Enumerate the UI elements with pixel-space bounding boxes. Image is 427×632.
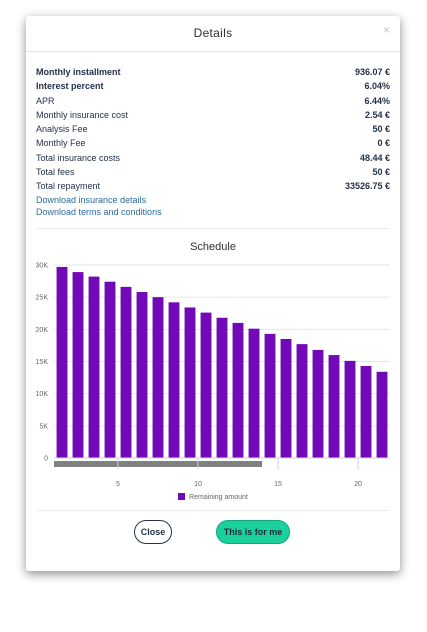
bar[interactable] bbox=[104, 281, 116, 458]
bar[interactable] bbox=[376, 371, 388, 458]
y-tick-label: 30K bbox=[36, 263, 49, 270]
detail-value: 0 € bbox=[377, 138, 390, 149]
bar[interactable] bbox=[88, 276, 100, 458]
legend-label: Remaining amount bbox=[189, 494, 248, 501]
detail-value: 6.44% bbox=[364, 95, 390, 106]
detail-value: 6.04% bbox=[364, 81, 390, 92]
detail-row: Interest percent 6.04% bbox=[36, 79, 390, 93]
accept-button[interactable]: This is for me bbox=[216, 520, 290, 544]
detail-value: 50 € bbox=[372, 124, 390, 135]
bar[interactable] bbox=[120, 286, 132, 458]
detail-row: Total fees 50 € bbox=[36, 165, 390, 179]
download-terms-link[interactable]: Download terms and conditions bbox=[36, 206, 162, 217]
divider bbox=[36, 510, 390, 511]
detail-label: Analysis Fee bbox=[36, 124, 88, 135]
y-tick-label: 5K bbox=[39, 423, 48, 430]
bar[interactable] bbox=[280, 338, 292, 458]
legend-swatch bbox=[178, 493, 186, 500]
x-tick-label: 10 bbox=[194, 481, 202, 488]
bar[interactable] bbox=[216, 317, 228, 458]
detail-value: 2.54 € bbox=[364, 109, 390, 120]
detail-row: Analysis Fee 50 € bbox=[36, 122, 390, 136]
bar[interactable] bbox=[296, 344, 308, 458]
bar[interactable] bbox=[136, 292, 148, 458]
detail-label: Interest percent bbox=[36, 81, 104, 92]
dialog-title: Details bbox=[193, 26, 233, 40]
loan-details: Monthly installment 936.07 € Interest perc… bbox=[36, 65, 390, 218]
y-tick-label: 10K bbox=[36, 391, 49, 398]
close-icon[interactable]: × bbox=[382, 23, 390, 37]
detail-value: 50 € bbox=[372, 167, 390, 178]
dialog-header: Details × bbox=[26, 16, 400, 52]
detail-row: Total insurance costs 48.44 € bbox=[36, 151, 390, 165]
bar[interactable] bbox=[328, 355, 340, 458]
bar[interactable] bbox=[360, 366, 372, 458]
bar[interactable] bbox=[152, 297, 164, 458]
bar[interactable] bbox=[248, 328, 260, 458]
detail-label: Total insurance costs bbox=[36, 152, 121, 163]
y-tick-label: 20K bbox=[36, 327, 49, 334]
x-tick-label: 5 bbox=[116, 481, 120, 488]
bar[interactable] bbox=[184, 307, 196, 458]
bar[interactable] bbox=[232, 322, 244, 458]
divider bbox=[36, 228, 390, 229]
schedule-title: Schedule bbox=[190, 241, 236, 253]
bar[interactable] bbox=[56, 266, 68, 458]
detail-label: Monthly insurance cost bbox=[36, 109, 129, 120]
x-tick-label: 20 bbox=[354, 481, 362, 488]
y-tick-label: 15K bbox=[36, 359, 49, 366]
bar[interactable] bbox=[200, 312, 212, 458]
detail-value: 48.44 € bbox=[359, 152, 390, 163]
bar[interactable] bbox=[168, 302, 180, 458]
bar[interactable] bbox=[72, 272, 84, 458]
detail-value: 936.07 € bbox=[354, 67, 390, 77]
detail-label: Monthly installment bbox=[36, 67, 121, 77]
detail-label: Total fees bbox=[36, 167, 75, 178]
detail-list: Monthly installment 936.07 € Interest perc… bbox=[36, 65, 390, 194]
x-tick-label: 15 bbox=[274, 481, 282, 488]
chart-scrollbar[interactable] bbox=[54, 461, 262, 467]
detail-label: APR bbox=[36, 95, 55, 106]
download-insurance-link[interactable]: Download insurance details bbox=[36, 194, 147, 205]
detail-value: 33526.75 € bbox=[344, 181, 390, 192]
detail-row: APR 6.44% bbox=[36, 94, 390, 108]
bar[interactable] bbox=[312, 349, 324, 458]
chart-legend[interactable]: Remaining amount bbox=[26, 493, 400, 501]
detail-row: Total repayment 33526.75 € bbox=[36, 179, 390, 193]
y-tick-label: 0 bbox=[44, 456, 48, 463]
y-tick-label: 25K bbox=[36, 295, 49, 302]
details-dialog: Details × Monthly installment 936.07 € Int… bbox=[26, 16, 400, 571]
bar[interactable] bbox=[344, 360, 356, 458]
detail-row: Monthly Fee 0 € bbox=[36, 136, 390, 150]
detail-row: Monthly insurance cost 2.54 € bbox=[36, 108, 390, 122]
schedule-chart: 0 5K 10K 15K 20K 25K 30K 5 10 15 20 bbox=[36, 263, 390, 488]
bar[interactable] bbox=[264, 333, 276, 458]
detail-label: Monthly Fee bbox=[36, 138, 86, 149]
detail-label: Total repayment bbox=[36, 181, 101, 192]
close-button[interactable]: Close bbox=[134, 520, 172, 544]
detail-row: Monthly installment 936.07 € bbox=[36, 65, 390, 79]
